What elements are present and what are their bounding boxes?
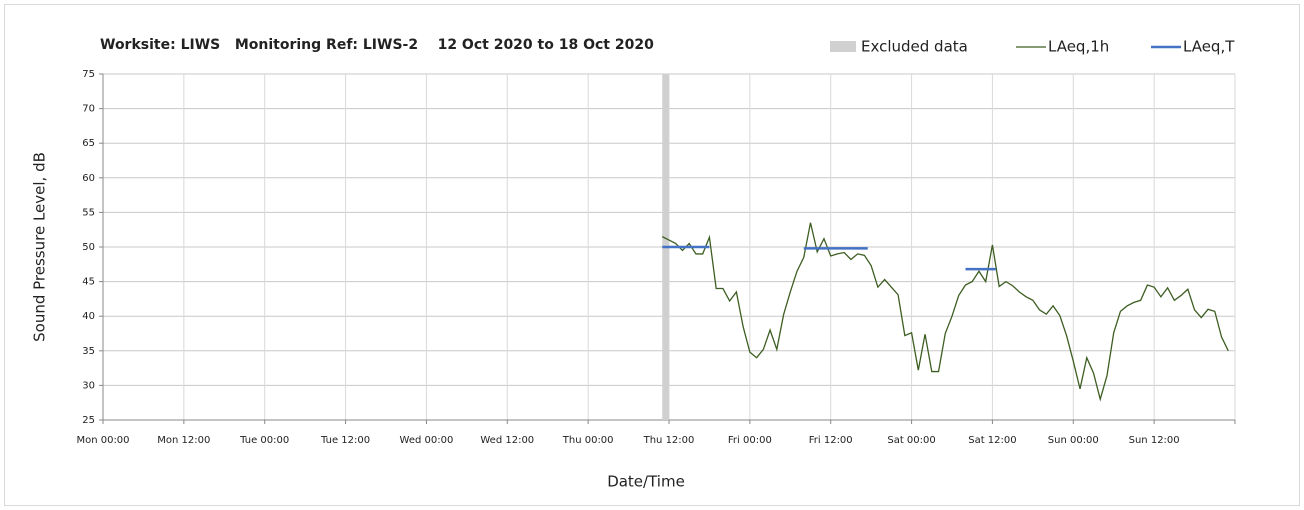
x-tick-label: Sat 12:00 [968,435,1016,446]
x-tick-label: Thu 12:00 [643,435,695,446]
x-tick-label: Wed 00:00 [400,435,454,446]
x-tick-label: Sat 00:00 [887,435,935,446]
y-tick-label: 40 [82,311,95,322]
y-tick-label: 60 [82,173,95,184]
x-tick-label: Thu 00:00 [562,435,614,446]
y-tick-label: 25 [82,415,95,426]
x-tick-label: Mon 00:00 [76,435,129,446]
y-tick-label: 50 [82,242,95,253]
series-line [661,222,1229,402]
y-tick-label: 70 [82,104,95,115]
x-tick-label: Sun 00:00 [1048,435,1099,446]
legend-swatch [830,41,856,52]
x-tick-label: Fri 00:00 [728,435,772,446]
x-tick-label: Mon 12:00 [157,435,210,446]
x-axis-title: Date/Time [607,473,685,491]
legend-label: LAeq,1h [1048,38,1109,56]
x-tick-label: Sun 12:00 [1129,435,1180,446]
chart-title: Worksite: LIWS Monitoring Ref: LIWS-2 12… [100,37,654,53]
y-tick-label: 45 [82,277,95,288]
y-tick-label: 55 [82,207,95,218]
y-tick-label: 35 [82,346,95,357]
y-tick-label: 65 [82,138,95,149]
x-tick-label: Wed 12:00 [480,435,534,446]
y-axis-title: Sound Pressure Level, dB [31,152,49,342]
x-tick-label: Fri 12:00 [809,435,853,446]
x-tick-label: Tue 12:00 [320,435,370,446]
y-tick-label: 30 [82,380,95,391]
x-tick-label: Tue 00:00 [239,435,289,446]
y-tick-label: 75 [82,69,95,80]
legend-label: Excluded data [861,38,968,56]
chart-frame [4,4,1300,506]
legend-label: LAeq,T [1183,38,1235,56]
